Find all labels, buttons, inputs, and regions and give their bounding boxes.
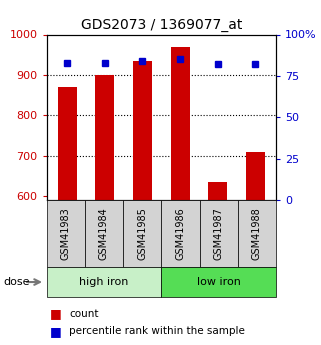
Bar xyxy=(58,87,77,200)
Text: low iron: low iron xyxy=(197,277,241,287)
Bar xyxy=(208,182,227,200)
Text: ■: ■ xyxy=(50,307,62,321)
Text: dose: dose xyxy=(3,277,30,287)
Text: high iron: high iron xyxy=(79,277,129,287)
Text: percentile rank within the sample: percentile rank within the sample xyxy=(69,326,245,336)
Text: GSM41987: GSM41987 xyxy=(214,207,224,260)
Bar xyxy=(171,47,189,200)
Text: GSM41985: GSM41985 xyxy=(137,207,147,260)
Text: ■: ■ xyxy=(50,325,62,338)
Title: GDS2073 / 1369077_at: GDS2073 / 1369077_at xyxy=(81,18,242,32)
Text: GSM41988: GSM41988 xyxy=(252,207,262,260)
Text: GSM41984: GSM41984 xyxy=(99,207,109,260)
Bar xyxy=(246,152,265,200)
Text: GSM41986: GSM41986 xyxy=(176,207,186,260)
Bar xyxy=(133,61,152,200)
Text: GSM41983: GSM41983 xyxy=(61,207,71,260)
Text: count: count xyxy=(69,309,99,319)
Bar xyxy=(95,75,114,200)
